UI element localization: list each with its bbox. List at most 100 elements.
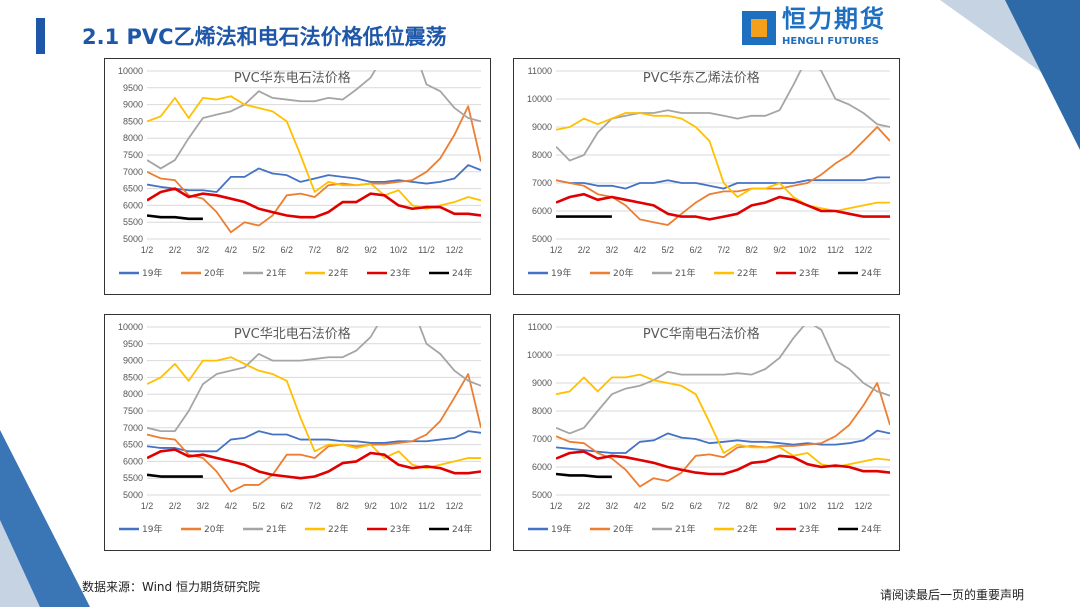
y-tick-label: 8000 xyxy=(532,150,552,160)
x-tick-label: 8/2 xyxy=(745,245,758,255)
y-tick-label: 5000 xyxy=(532,490,552,500)
chart-title: PVC华东电石法价格 xyxy=(234,70,351,86)
series-line-21年 xyxy=(147,70,481,170)
legend-label: 20年 xyxy=(204,523,224,535)
y-tick-label: 9000 xyxy=(123,356,143,366)
legend-label: 22年 xyxy=(328,523,348,535)
y-tick-label: 9500 xyxy=(123,83,143,93)
chart-title: PVC华南电石法价格 xyxy=(643,326,760,342)
y-tick-label: 7000 xyxy=(123,423,143,433)
legend-label: 19年 xyxy=(142,523,162,535)
x-tick-label: 12/2 xyxy=(855,501,873,511)
legend-label: 20年 xyxy=(204,267,224,279)
x-tick-label: 4/2 xyxy=(634,245,647,255)
series-line-19年 xyxy=(147,430,481,453)
x-tick-label: 4/2 xyxy=(225,245,238,255)
series-line-19年 xyxy=(556,429,890,454)
x-tick-label: 12/2 xyxy=(446,245,464,255)
x-tick-label: 2/2 xyxy=(578,501,591,511)
y-tick-label: 6000 xyxy=(123,456,143,466)
series-line-24年 xyxy=(147,473,203,478)
x-tick-label: 11/2 xyxy=(418,245,435,255)
x-tick-label: 12/2 xyxy=(446,501,464,511)
legend-label: 21年 xyxy=(675,267,695,279)
x-tick-label: 9/2 xyxy=(773,245,786,255)
y-tick-label: 10000 xyxy=(527,94,552,104)
x-tick-label: 4/2 xyxy=(225,501,238,511)
y-tick-label: 6000 xyxy=(123,200,143,210)
series-line-19年 xyxy=(147,164,481,193)
y-tick-label: 5000 xyxy=(123,234,143,244)
x-tick-label: 8/2 xyxy=(336,501,349,511)
legend-label: 21年 xyxy=(266,523,286,535)
series-line-22年 xyxy=(556,373,890,468)
x-tick-label: 3/2 xyxy=(197,501,210,511)
y-tick-label: 8000 xyxy=(123,389,143,399)
legend-label: 23年 xyxy=(799,267,819,279)
y-tick-label: 5500 xyxy=(123,217,143,227)
series-line-21年 xyxy=(556,326,890,435)
hengli-logo: 恒力期货 HENGLI FUTURES xyxy=(742,6,912,52)
y-tick-label: 8000 xyxy=(123,133,143,143)
x-tick-label: 9/2 xyxy=(364,245,377,255)
series-line-24年 xyxy=(556,472,612,479)
x-tick-label: 6/2 xyxy=(280,501,293,511)
x-tick-label: 6/2 xyxy=(689,245,702,255)
legend-label: 21年 xyxy=(266,267,286,279)
y-tick-label: 6000 xyxy=(532,206,552,216)
x-tick-label: 8/2 xyxy=(336,245,349,255)
x-tick-label: 1/2 xyxy=(550,245,563,255)
legend-label: 19年 xyxy=(551,523,571,535)
data-source: 数据来源：Wind 恒力期货研究院 xyxy=(82,580,260,594)
x-tick-label: 3/2 xyxy=(606,501,619,511)
x-tick-label: 11/2 xyxy=(418,501,435,511)
legend-label: 24年 xyxy=(861,523,881,535)
legend-label: 21年 xyxy=(675,523,695,535)
chart-east-ethylene: 5000 6000 7000 8000 9000 10000 11000 1/2 2/2 3/2 4… xyxy=(513,58,900,295)
x-tick-label: 4/2 xyxy=(634,501,647,511)
x-tick-label: 12/2 xyxy=(855,245,873,255)
y-tick-label: 8500 xyxy=(123,372,143,382)
y-tick-label: 6000 xyxy=(532,462,552,472)
x-tick-label: 7/2 xyxy=(308,501,321,511)
logo-mark-icon xyxy=(742,11,776,45)
series-line-23年 xyxy=(147,448,481,480)
y-tick-label: 7500 xyxy=(123,406,143,416)
x-tick-label: 9/2 xyxy=(773,501,786,511)
y-tick-label: 10000 xyxy=(527,350,552,360)
series-line-21年 xyxy=(147,326,481,433)
x-tick-label: 7/2 xyxy=(308,245,321,255)
y-tick-label: 7500 xyxy=(123,150,143,160)
page-title: 2.1 PVC乙烯法和电石法价格低位震荡 xyxy=(82,25,447,49)
x-tick-label: 2/2 xyxy=(578,245,591,255)
logo-text-cn: 恒力期货 xyxy=(782,5,886,33)
series-line-22年 xyxy=(147,95,481,210)
x-tick-label: 8/2 xyxy=(745,501,758,511)
x-tick-label: 3/2 xyxy=(606,245,619,255)
x-tick-label: 10/2 xyxy=(799,245,817,255)
x-tick-label: 11/2 xyxy=(827,245,844,255)
legend-label: 19年 xyxy=(142,267,162,279)
x-tick-label: 1/2 xyxy=(141,245,154,255)
series-line-20年 xyxy=(147,373,481,493)
x-tick-label: 5/2 xyxy=(253,245,266,255)
x-tick-label: 3/2 xyxy=(197,245,210,255)
x-tick-label: 10/2 xyxy=(799,501,817,511)
y-tick-label: 9000 xyxy=(123,100,143,110)
x-tick-label: 5/2 xyxy=(662,501,675,511)
legend-label: 23年 xyxy=(390,523,410,535)
title-accent-bar xyxy=(36,18,45,54)
y-tick-label: 7000 xyxy=(532,178,552,188)
y-tick-label: 7000 xyxy=(532,434,552,444)
series-line-24年 xyxy=(147,214,203,221)
chart-east-carbide: 5000 5500 6000 6500 7000 7500 8000 8500 9000 9500… xyxy=(104,58,491,295)
disclaimer: 请阅读最后一页的重要声明 xyxy=(880,588,1025,602)
x-tick-label: 6/2 xyxy=(280,245,293,255)
y-tick-label: 11000 xyxy=(528,322,552,332)
x-tick-label: 11/2 xyxy=(827,501,844,511)
series-line-19年 xyxy=(556,176,890,190)
series-line-23年 xyxy=(147,187,481,219)
legend-label: 20年 xyxy=(613,267,633,279)
x-tick-label: 5/2 xyxy=(253,501,266,511)
legend-label: 19年 xyxy=(551,267,571,279)
